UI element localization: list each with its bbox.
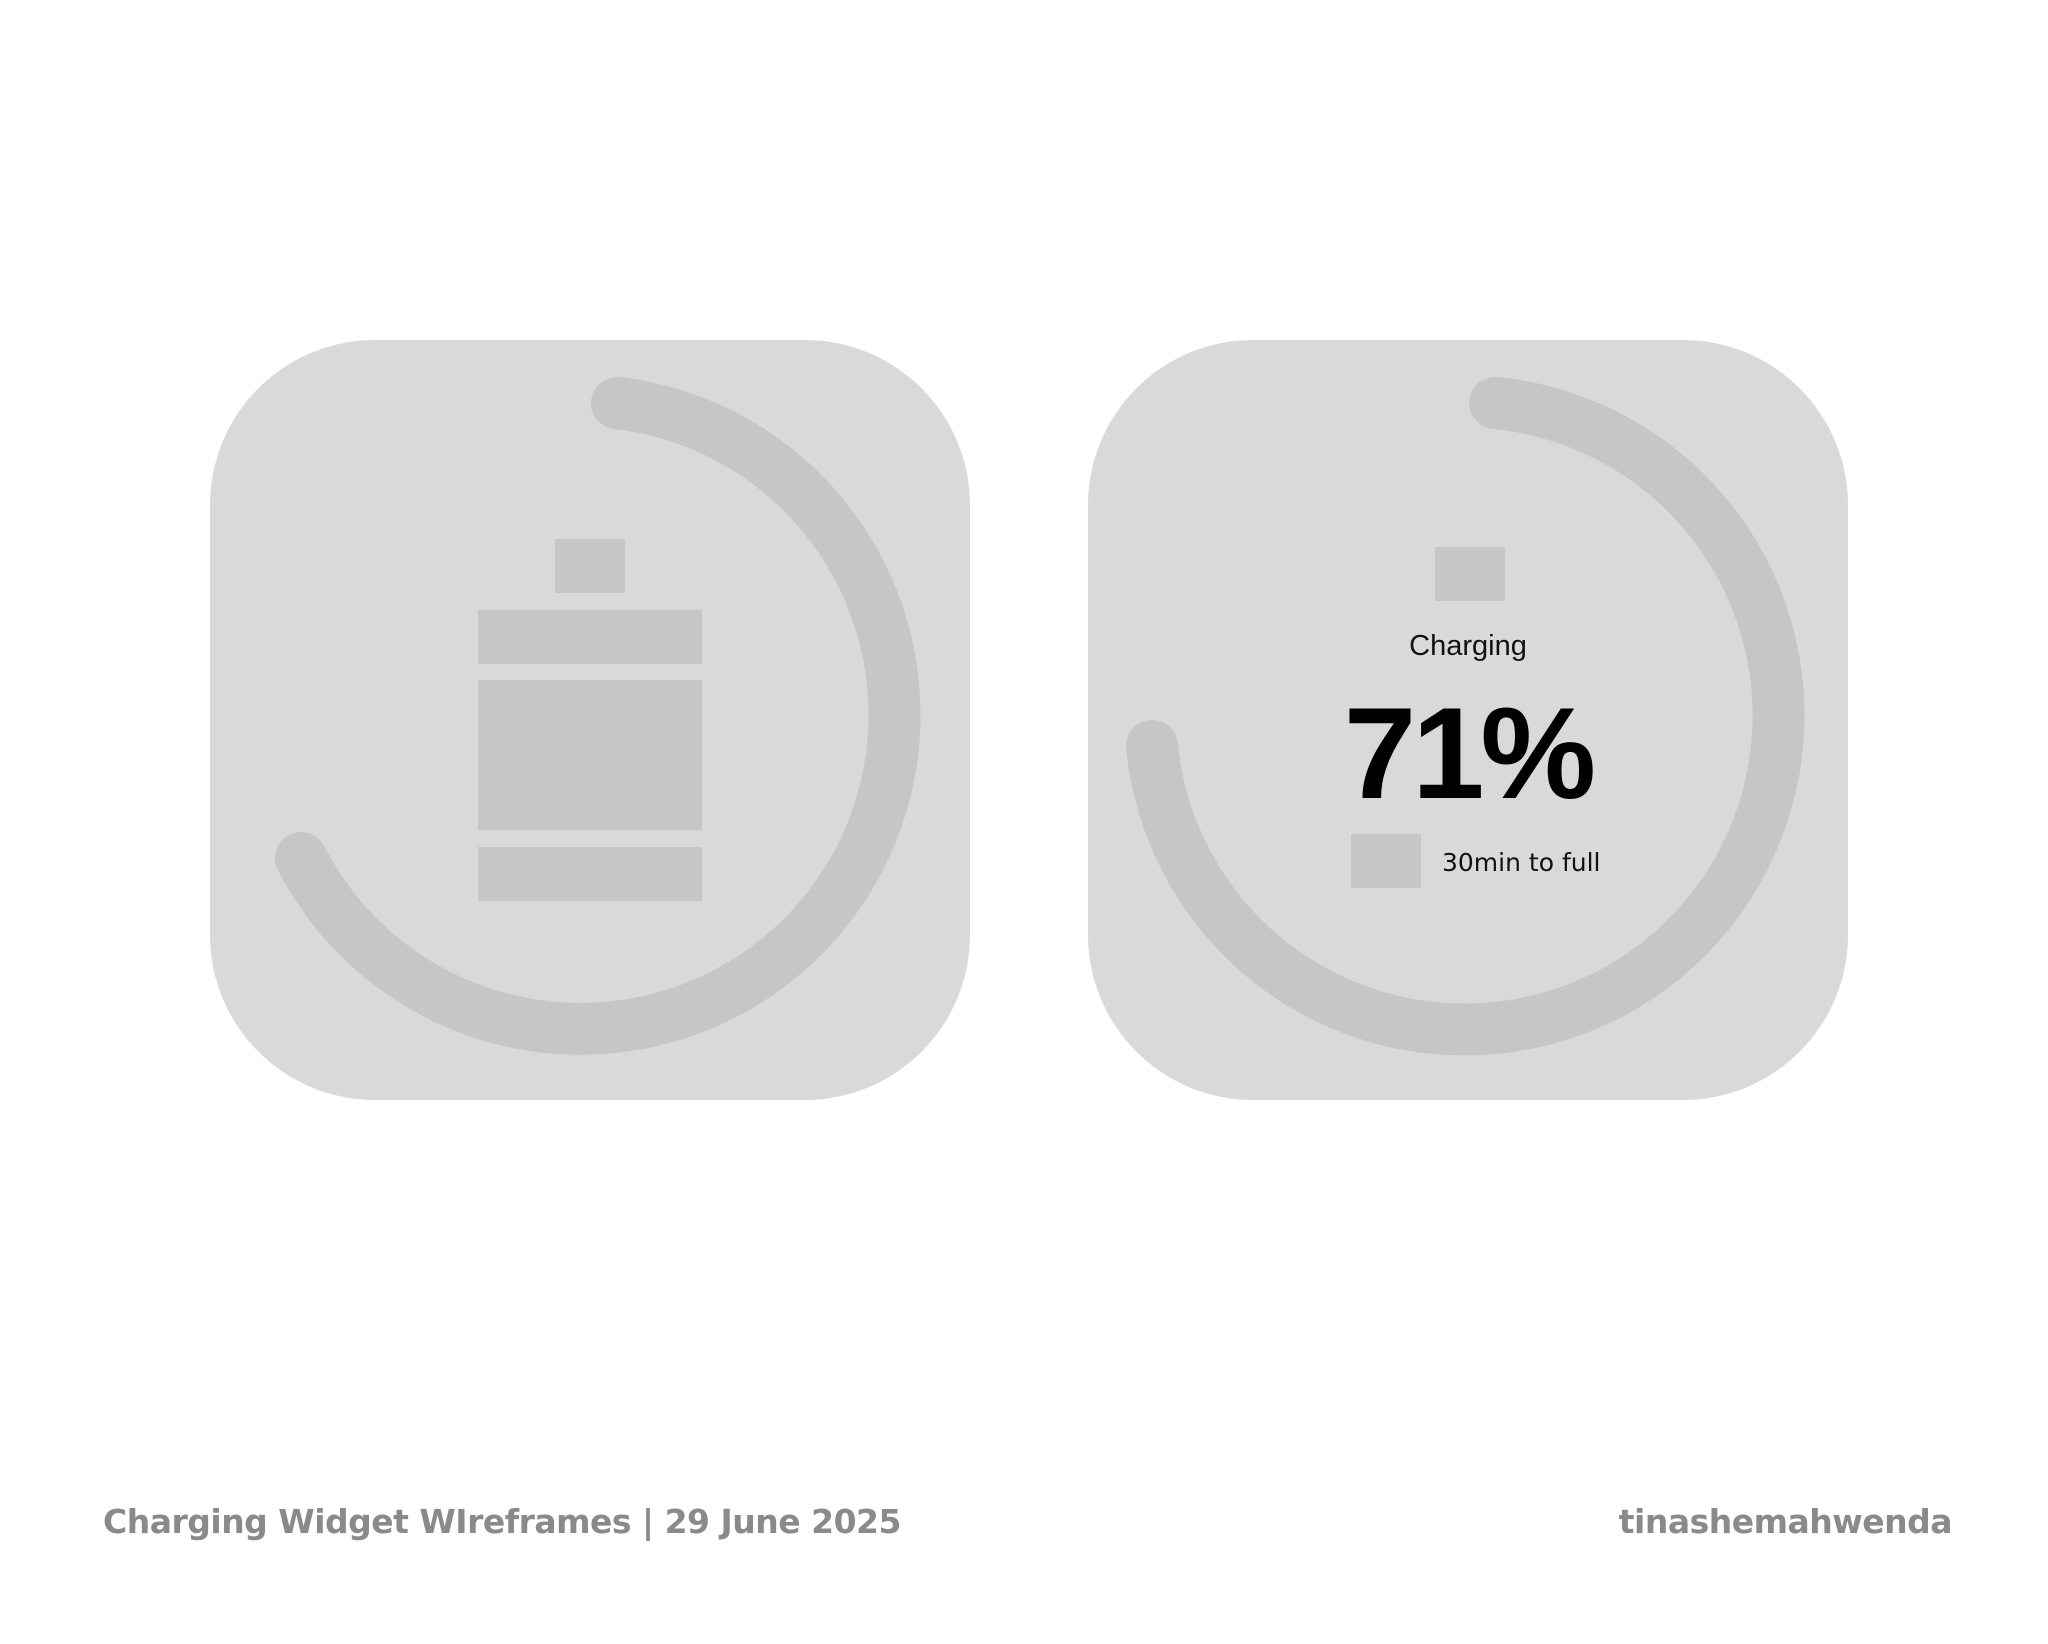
progress-ring xyxy=(275,377,921,1055)
progress-ring-arc xyxy=(1126,377,1805,1056)
progress-ring-arc xyxy=(275,377,921,1055)
battery-terminal-placeholder xyxy=(555,539,625,593)
battery-widget[interactable] xyxy=(210,340,970,1100)
battery-segment-top xyxy=(478,610,702,664)
time-to-full-label: 30min to full xyxy=(1442,848,1601,877)
battery-segment-bottom xyxy=(478,847,702,901)
progress-ring xyxy=(1126,377,1805,1056)
charging-status-widget[interactable]: Charging 71% 30min to full xyxy=(1088,340,1848,1100)
battery-segment-middle xyxy=(478,680,702,830)
status-icon-placeholder xyxy=(1435,547,1505,601)
footer-title: Charging Widget WIreframes | 29 June 202… xyxy=(103,1502,901,1541)
time-icon-placeholder xyxy=(1351,834,1421,888)
battery-percent: 71% xyxy=(1343,680,1596,826)
charging-label: Charging xyxy=(1409,630,1527,662)
footer-author: tinashemahwenda xyxy=(1618,1502,1953,1541)
